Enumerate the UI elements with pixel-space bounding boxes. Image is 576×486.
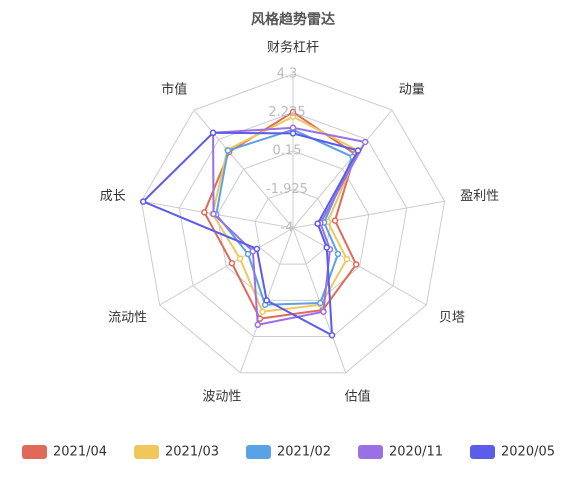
- series-point: [263, 297, 270, 304]
- series-point: [289, 130, 297, 137]
- indicator-label: 波动性: [202, 390, 241, 405]
- tick-label: 0.15: [273, 144, 302, 159]
- legend-swatch[interactable]: [470, 445, 495, 459]
- legend-swatch[interactable]: [134, 445, 159, 459]
- tick-label: 4.3: [277, 67, 298, 82]
- series-point: [244, 250, 252, 258]
- axis-line: [159, 227, 294, 306]
- indicator-label: 流动性: [108, 311, 147, 326]
- legend-label[interactable]: 2021/04: [53, 445, 107, 460]
- series-point: [343, 255, 351, 263]
- series-point: [236, 255, 244, 262]
- axis-line: [193, 109, 294, 229]
- legend-label[interactable]: 2020/11: [389, 445, 443, 460]
- series-point: [354, 147, 362, 154]
- indicator-label: 成长: [100, 189, 126, 204]
- series-point: [210, 210, 217, 218]
- legend-label[interactable]: 2021/03: [165, 445, 219, 460]
- series-line: [212, 126, 367, 326]
- indicator-label: 动量: [399, 83, 425, 98]
- legend-label[interactable]: 2020/05: [501, 445, 555, 460]
- series-point: [317, 299, 324, 307]
- axis-line: [292, 227, 427, 306]
- series-point: [331, 217, 339, 224]
- series-point: [314, 220, 321, 227]
- axis-line: [292, 109, 393, 229]
- grid-ring: [178, 111, 408, 338]
- grid-ring: [216, 150, 370, 301]
- indicator-label: 市值: [161, 82, 187, 98]
- legend-label[interactable]: 2021/02: [277, 445, 331, 460]
- series-point: [352, 261, 360, 268]
- legend-swatch[interactable]: [246, 445, 271, 459]
- series-point: [289, 124, 297, 132]
- series-point: [224, 147, 232, 154]
- series-point: [139, 198, 147, 205]
- series-point: [254, 321, 262, 329]
- tick-label: 2.225: [268, 105, 305, 120]
- tick-label: -4: [281, 221, 294, 236]
- series-point: [320, 308, 327, 315]
- series-point: [334, 250, 342, 258]
- chart-title: 风格趋势雷达: [251, 11, 335, 28]
- legend-swatch[interactable]: [22, 445, 47, 459]
- series-point: [228, 260, 236, 267]
- series-point: [361, 138, 369, 146]
- indicator-label: 贝塔: [439, 311, 465, 326]
- legend-swatch[interactable]: [358, 445, 383, 459]
- series-point: [253, 245, 261, 253]
- grid-ring: [140, 73, 446, 374]
- tick-label: -1.925: [266, 182, 308, 197]
- indicator-label: 盈利性: [460, 189, 499, 204]
- series-point: [209, 129, 217, 137]
- series-point: [259, 308, 266, 315]
- series-point: [201, 209, 208, 216]
- series-point: [328, 331, 336, 339]
- indicator-label: 估值: [345, 389, 371, 405]
- series-point: [323, 244, 330, 251]
- series-line: [211, 115, 360, 313]
- series-point: [289, 113, 297, 120]
- indicator-label: 财务杠杆: [267, 40, 319, 56]
- series-line: [141, 131, 360, 337]
